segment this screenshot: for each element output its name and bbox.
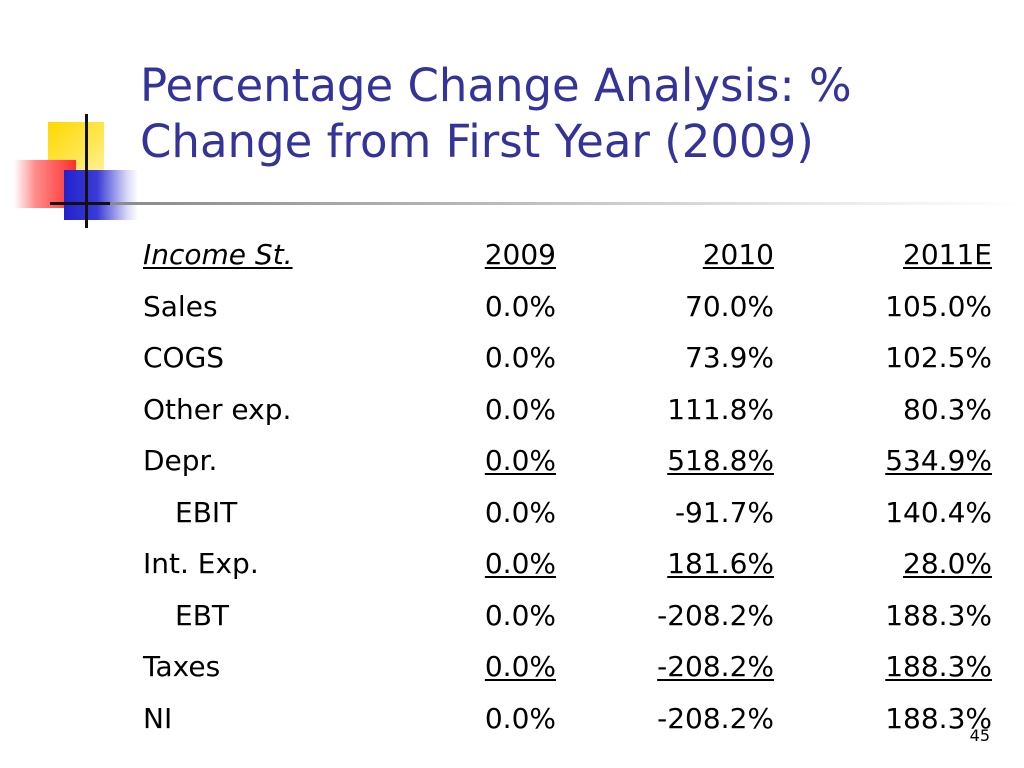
- income-statement-table: Income St. 2009 2010 2011E Sales 0.0% 70.0…: [143, 232, 1003, 747]
- cell-2010: 181.6%: [667, 547, 774, 580]
- table-row: EBT 0.0% -208.2% 188.3%: [143, 593, 1003, 645]
- row-label: EBIT: [175, 495, 238, 529]
- table-row: Sales 0.0% 70.0% 105.0%: [143, 284, 1003, 336]
- table-row: Int. Exp. 0.0% 181.6% 28.0%: [143, 541, 1003, 593]
- row-label: Sales: [143, 289, 218, 323]
- row-label: EBT: [175, 598, 230, 632]
- table-row: Depr. 0.0% 518.8% 534.9%: [143, 438, 1003, 490]
- cell-2010: -208.2%: [657, 650, 774, 683]
- cell-2010: 70.0%: [685, 289, 774, 323]
- table-row: Taxes 0.0% -208.2% 188.3%: [143, 644, 1003, 696]
- row-label: Int. Exp.: [143, 547, 259, 580]
- cell-2010: 73.9%: [685, 341, 774, 374]
- cell-2011e: 188.3%: [885, 598, 992, 632]
- cell-2009: 0.0%: [484, 701, 556, 735]
- title-divider: [110, 202, 1024, 205]
- table-row: EBIT 0.0% -91.7% 140.4%: [143, 490, 1003, 542]
- header-2009: 2009: [484, 238, 556, 271]
- table-row: COGS 0.0% 73.9% 102.5%: [143, 335, 1003, 387]
- slide-title-line-1: Percentage Change Analysis: %: [140, 59, 852, 112]
- decorative-blue-square: [64, 170, 138, 220]
- cell-2009: 0.0%: [484, 341, 556, 374]
- cell-2010: 111.8%: [667, 392, 774, 426]
- cell-2011e: 80.3%: [903, 392, 992, 426]
- cell-2009: 0.0%: [484, 547, 556, 580]
- row-label: NI: [143, 701, 173, 735]
- cell-2011e: 140.4%: [885, 495, 992, 529]
- cell-2011e: 534.9%: [885, 444, 992, 477]
- cell-2009: 0.0%: [484, 598, 556, 632]
- cell-2010: -91.7%: [674, 495, 774, 529]
- slide-title-line-2: Change from First Year (2009): [140, 115, 814, 168]
- page-number: 45: [969, 726, 990, 745]
- cell-2009: 0.0%: [484, 495, 556, 529]
- header-income-statement: Income St.: [143, 238, 293, 271]
- row-label: Other exp.: [143, 392, 292, 426]
- table-row: NI 0.0% -208.2% 188.3%: [143, 696, 1003, 748]
- cell-2011e: 102.5%: [885, 341, 992, 374]
- cell-2011e: 28.0%: [903, 547, 992, 580]
- cell-2010: -208.2%: [657, 598, 774, 632]
- cell-2009: 0.0%: [484, 392, 556, 426]
- table-body: Sales 0.0% 70.0% 105.0% COGS 0.0% 73.9% 102.5% O…: [143, 284, 1003, 748]
- cell-2011e: 188.3%: [885, 650, 992, 683]
- decorative-horizontal-line: [50, 202, 112, 205]
- cell-2010: -208.2%: [657, 701, 774, 735]
- cell-2009: 0.0%: [484, 650, 556, 683]
- row-label: Depr.: [143, 444, 218, 477]
- cell-2011e: 105.0%: [885, 289, 992, 323]
- cell-2011e: 188.3%: [885, 701, 992, 735]
- cell-2009: 0.0%: [484, 289, 556, 323]
- cell-2009: 0.0%: [484, 444, 556, 477]
- slide-title: Percentage Change Analysis: % Change fro…: [140, 58, 1000, 170]
- table-row: Other exp. 0.0% 111.8% 80.3%: [143, 387, 1003, 439]
- row-label: COGS: [143, 341, 225, 374]
- header-2011e: 2011E: [903, 238, 992, 271]
- row-label: Taxes: [143, 650, 221, 683]
- decorative-vertical-line: [85, 114, 88, 228]
- header-2010: 2010: [702, 238, 774, 271]
- cell-2010: 518.8%: [667, 444, 774, 477]
- table-header-row: Income St. 2009 2010 2011E: [143, 232, 1003, 284]
